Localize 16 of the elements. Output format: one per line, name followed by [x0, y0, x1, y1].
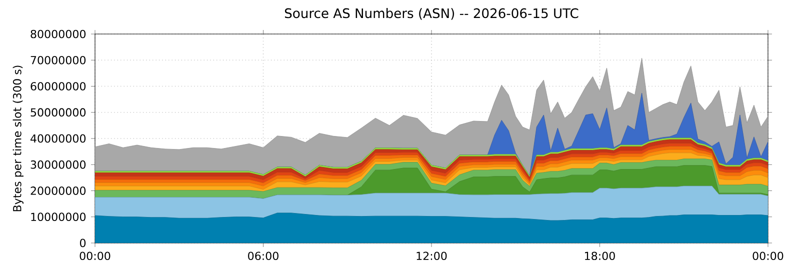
y-tick-label: 70000000 [30, 56, 86, 64]
y-tick-label: 0 [80, 238, 86, 248]
x-tick-label: 18:00 [585, 252, 615, 260]
x-tick-label: 06:00 [248, 252, 278, 260]
y-tick-label: 80000000 [30, 30, 86, 38]
y-axis-title: Bytes per time slot (300 s) [12, 66, 24, 212]
y-tick-label: 20000000 [30, 186, 86, 195]
y-tick-label: 40000000 [30, 134, 86, 143]
x-tick-label: 12:00 [416, 252, 447, 260]
chart-title: Source AS Numbers (ASN) -- 2026-06-15 UTC [284, 8, 578, 20]
x-tick-label: 00:00 [80, 252, 110, 260]
y-tick-label: 50000000 [30, 108, 86, 117]
x-tick-label: 00:00 [752, 252, 784, 260]
y-tick-label: 10000000 [31, 212, 86, 222]
y-tick-label: 30000000 [30, 160, 86, 169]
y-tick-label: 60000000 [30, 82, 86, 90]
